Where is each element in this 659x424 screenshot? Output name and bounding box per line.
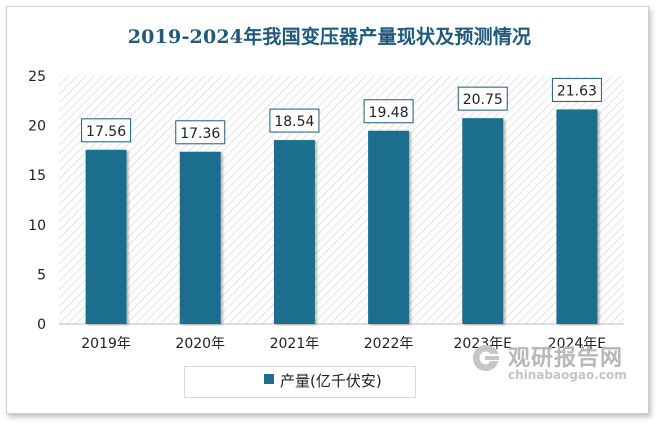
bar <box>85 149 127 324</box>
plot-area <box>59 76 624 324</box>
y-tick-label: 15 <box>28 168 46 184</box>
y-tick-label: 0 <box>37 317 46 333</box>
x-tick-label: 2022年 <box>364 336 414 352</box>
data-label: 17.56 <box>86 124 126 140</box>
x-tick-label: 2024年E <box>548 336 606 352</box>
bar <box>273 140 315 324</box>
watermark: 观研报告网 chinabaogao.com <box>470 340 640 400</box>
y-tick-label: 20 <box>28 119 46 135</box>
watermark-logo-icon <box>473 345 499 371</box>
bar <box>179 151 221 324</box>
data-label-box <box>175 120 226 145</box>
data-label-box <box>81 118 132 143</box>
y-tick-label: 5 <box>37 267 46 283</box>
data-label-box <box>457 86 508 111</box>
bar <box>462 118 504 324</box>
bar <box>556 109 598 325</box>
data-label: 20.75 <box>463 92 503 108</box>
data-label: 17.36 <box>180 126 220 142</box>
y-tick-label: 25 <box>28 69 46 85</box>
x-tick-label: 2019年 <box>81 336 131 352</box>
watermark-brand: 观研报告网 <box>508 346 624 371</box>
data-label-box <box>269 108 320 133</box>
x-tick-label: 2021年 <box>270 336 320 352</box>
data-label: 19.48 <box>369 105 409 121</box>
data-label-box <box>363 99 414 124</box>
watermark-url: chinabaogao.com <box>508 368 627 382</box>
bar <box>368 130 410 324</box>
x-tick-label: 2020年 <box>175 336 225 352</box>
legend-label: 产量(亿千伏安) <box>280 372 382 390</box>
x-tick-label: 2023年E <box>454 336 512 352</box>
legend-swatch <box>264 374 274 384</box>
y-tick-label: 10 <box>28 218 46 234</box>
data-label-box <box>551 77 602 102</box>
data-label: 21.63 <box>557 83 597 99</box>
data-label: 18.54 <box>274 114 314 130</box>
legend <box>184 366 416 398</box>
chart-title: 2019-2024年我国变压器产量现状及预测情况 <box>127 26 532 48</box>
